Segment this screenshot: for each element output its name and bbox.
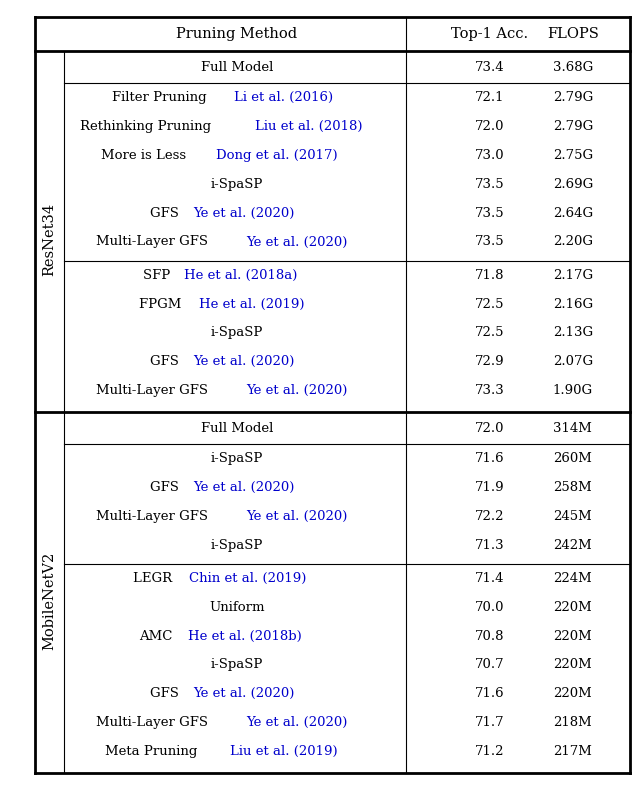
- Text: 245M: 245M: [554, 509, 592, 523]
- Text: Multi-Layer GFS: Multi-Layer GFS: [97, 384, 212, 397]
- Text: Ye et al. (2020): Ye et al. (2020): [193, 355, 294, 369]
- Text: Meta Pruning: Meta Pruning: [105, 745, 202, 758]
- Text: SFP: SFP: [143, 269, 175, 282]
- Text: 2.75G: 2.75G: [553, 149, 593, 162]
- Text: Chin et al. (2019): Chin et al. (2019): [189, 572, 307, 585]
- Text: 72.2: 72.2: [475, 509, 504, 523]
- Text: MobileNetV2: MobileNetV2: [43, 551, 56, 650]
- Text: 218M: 218M: [554, 716, 592, 729]
- Text: GFS: GFS: [150, 687, 183, 700]
- Text: i-SpaSP: i-SpaSP: [211, 658, 263, 672]
- Text: 2.13G: 2.13G: [553, 327, 593, 339]
- Text: Filter Pruning: Filter Pruning: [112, 91, 207, 104]
- Text: FPGM: FPGM: [139, 297, 185, 311]
- Text: 70.7: 70.7: [475, 658, 504, 672]
- Text: 242M: 242M: [554, 539, 592, 551]
- Text: Full Model: Full Model: [200, 61, 273, 74]
- Text: Liu et al. (2019): Liu et al. (2019): [230, 745, 337, 758]
- Text: 2.17G: 2.17G: [553, 269, 593, 282]
- Text: Multi-Layer GFS: Multi-Layer GFS: [97, 236, 212, 248]
- Text: 314M: 314M: [554, 422, 592, 435]
- Text: 2.20G: 2.20G: [553, 236, 593, 248]
- Text: AMC: AMC: [139, 630, 177, 642]
- Text: i-SpaSP: i-SpaSP: [211, 539, 263, 551]
- Text: 72.5: 72.5: [475, 297, 504, 311]
- Text: Multi-Layer GFS: Multi-Layer GFS: [97, 716, 212, 729]
- Text: 71.8: 71.8: [475, 269, 504, 282]
- Text: 2.79G: 2.79G: [553, 120, 593, 133]
- Text: Ye et al. (2020): Ye et al. (2020): [193, 481, 294, 494]
- Text: More is Less: More is Less: [100, 149, 190, 162]
- Text: 3.68G: 3.68G: [553, 61, 593, 74]
- Text: 217M: 217M: [554, 745, 592, 758]
- Text: 220M: 220M: [554, 687, 592, 700]
- Text: Li et al. (2016): Li et al. (2016): [234, 91, 333, 104]
- Text: 71.2: 71.2: [475, 745, 504, 758]
- Text: 71.4: 71.4: [475, 572, 504, 585]
- Text: 72.0: 72.0: [475, 422, 504, 435]
- Text: 73.4: 73.4: [475, 61, 504, 74]
- Text: He et al. (2018b): He et al. (2018b): [188, 630, 301, 642]
- Text: Pruning Method: Pruning Method: [176, 28, 298, 41]
- Text: Ye et al. (2020): Ye et al. (2020): [246, 384, 348, 397]
- Text: 72.0: 72.0: [475, 120, 504, 133]
- Text: 72.9: 72.9: [475, 355, 504, 369]
- Text: 71.9: 71.9: [475, 481, 504, 494]
- Text: 2.79G: 2.79G: [553, 91, 593, 104]
- Text: Ye et al. (2020): Ye et al. (2020): [193, 206, 294, 220]
- Text: 71.3: 71.3: [475, 539, 504, 551]
- Text: Ye et al. (2020): Ye et al. (2020): [193, 687, 294, 700]
- Text: 73.5: 73.5: [475, 178, 504, 191]
- Text: i-SpaSP: i-SpaSP: [211, 452, 263, 465]
- Text: 220M: 220M: [554, 658, 592, 672]
- Text: 2.64G: 2.64G: [553, 206, 593, 220]
- Text: 224M: 224M: [554, 572, 592, 585]
- Text: He et al. (2019): He et al. (2019): [199, 297, 304, 311]
- Text: 73.5: 73.5: [475, 206, 504, 220]
- Text: 72.1: 72.1: [475, 91, 504, 104]
- Text: Top-1 Acc.: Top-1 Acc.: [451, 28, 528, 41]
- Text: GFS: GFS: [150, 206, 183, 220]
- Text: i-SpaSP: i-SpaSP: [211, 178, 263, 191]
- Text: 2.69G: 2.69G: [553, 178, 593, 191]
- Text: i-SpaSP: i-SpaSP: [211, 327, 263, 339]
- Text: ResNet34: ResNet34: [43, 203, 56, 276]
- Text: 1.90G: 1.90G: [553, 384, 593, 397]
- Text: Rethinking Pruning: Rethinking Pruning: [80, 120, 216, 133]
- Text: Liu et al. (2018): Liu et al. (2018): [255, 120, 362, 133]
- Text: 73.5: 73.5: [475, 236, 504, 248]
- Text: Ye et al. (2020): Ye et al. (2020): [246, 716, 348, 729]
- Text: LEGR: LEGR: [133, 572, 177, 585]
- Text: 70.0: 70.0: [475, 600, 504, 614]
- Text: GFS: GFS: [150, 481, 183, 494]
- Text: 73.0: 73.0: [475, 149, 504, 162]
- Text: Ye et al. (2020): Ye et al. (2020): [246, 509, 348, 523]
- Text: 71.6: 71.6: [475, 687, 504, 700]
- Text: 2.16G: 2.16G: [553, 297, 593, 311]
- Text: 71.6: 71.6: [475, 452, 504, 465]
- Text: 260M: 260M: [554, 452, 592, 465]
- Text: 72.5: 72.5: [475, 327, 504, 339]
- Text: Dong et al. (2017): Dong et al. (2017): [216, 149, 338, 162]
- Text: 258M: 258M: [554, 481, 592, 494]
- Text: 220M: 220M: [554, 600, 592, 614]
- Text: FLOPS: FLOPS: [547, 28, 599, 41]
- Text: Uniform: Uniform: [209, 600, 264, 614]
- Text: 70.8: 70.8: [475, 630, 504, 642]
- Text: 220M: 220M: [554, 630, 592, 642]
- Text: Ye et al. (2020): Ye et al. (2020): [246, 236, 348, 248]
- Text: Multi-Layer GFS: Multi-Layer GFS: [97, 509, 212, 523]
- Text: GFS: GFS: [150, 355, 183, 369]
- Text: Full Model: Full Model: [200, 422, 273, 435]
- Text: 71.7: 71.7: [475, 716, 504, 729]
- Text: He et al. (2018a): He et al. (2018a): [184, 269, 298, 282]
- Text: 2.07G: 2.07G: [553, 355, 593, 369]
- Text: 73.3: 73.3: [475, 384, 504, 397]
